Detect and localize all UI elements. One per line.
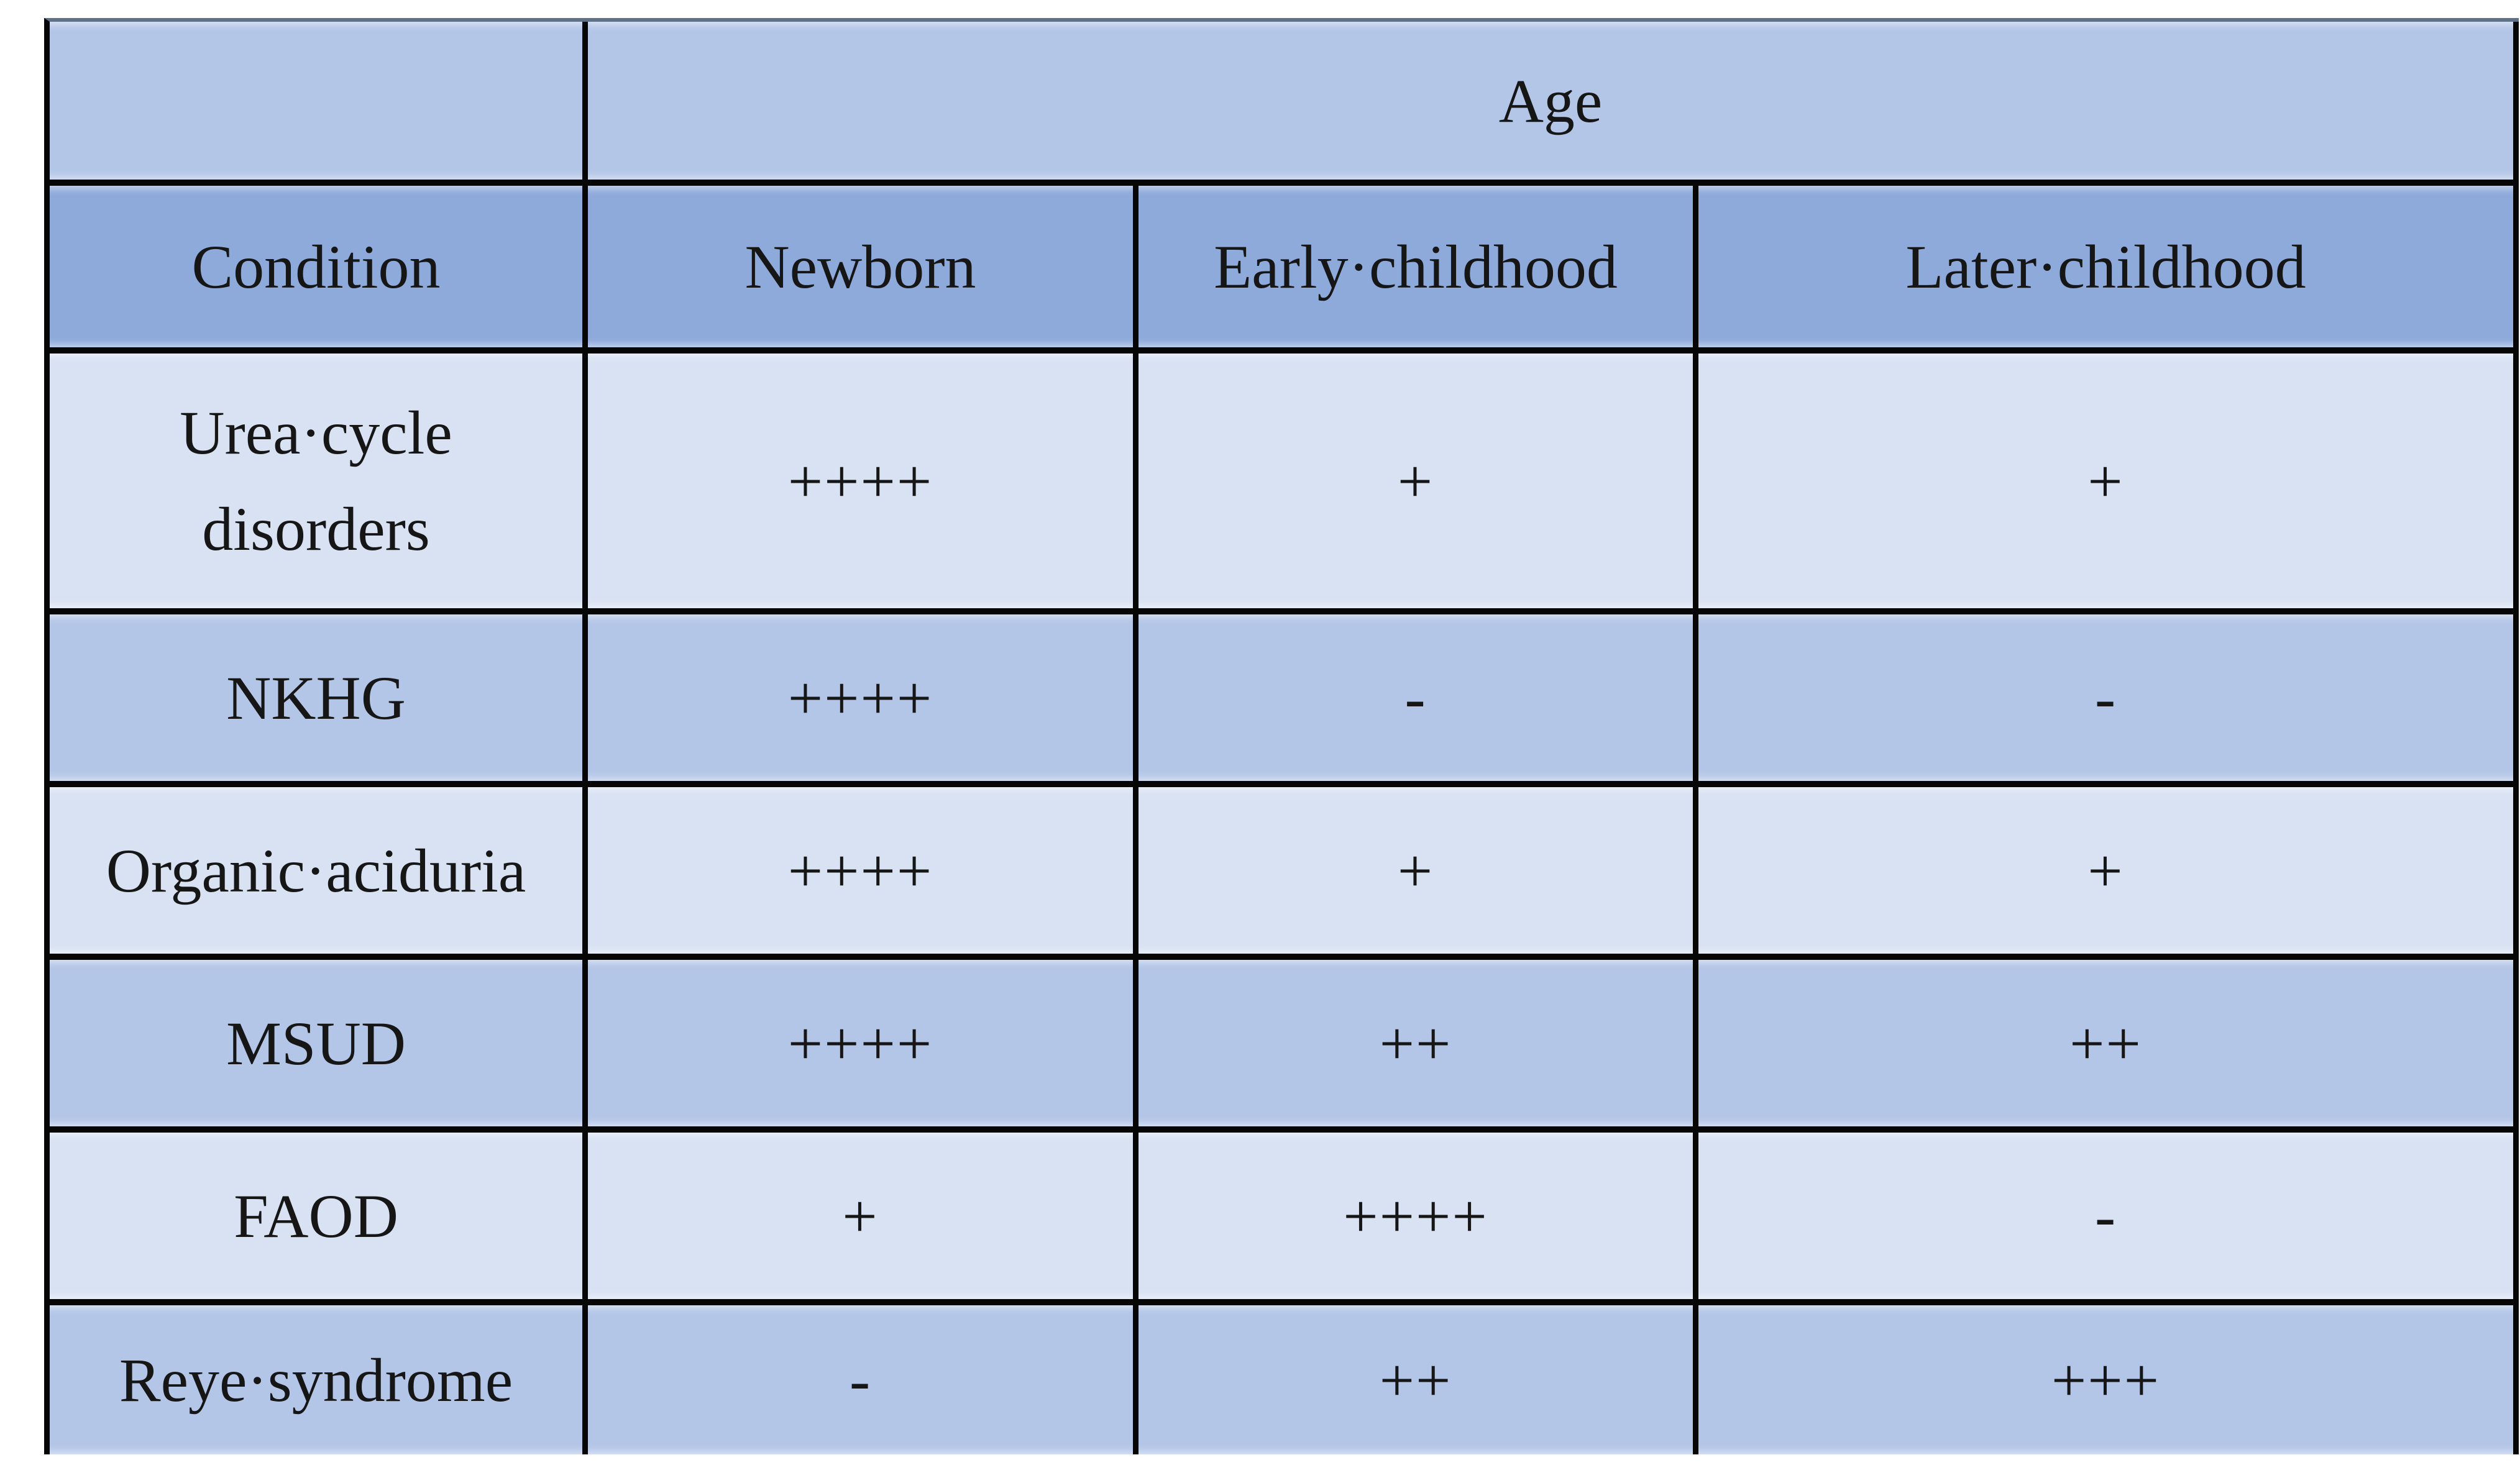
cell-organic-early-childhood: + [1139, 787, 1698, 960]
row-label-faod: FAOD [50, 1133, 588, 1305]
row-label-urea-cycle-disorders: Urea·cycle disorders [50, 354, 588, 614]
cell-reye-newborn: - [588, 1305, 1139, 1454]
row-label-organic-aciduria: Organic·aciduria [50, 787, 588, 960]
cell-organic-newborn: ++++ [588, 787, 1139, 960]
column-header-later-childhood: Later·childhood [1698, 186, 2519, 354]
cell-reye-later-childhood: +++ [1698, 1305, 2519, 1454]
cell-nkhg-later-childhood: - [1698, 614, 2519, 787]
symptom-onset-age-table: Age Condition Newborn Early·childhood La… [44, 18, 2519, 1454]
row-label-msud: MSUD [50, 960, 588, 1133]
cell-reye-early-childhood: ++ [1139, 1305, 1698, 1454]
cell-nkhg-newborn: ++++ [588, 614, 1139, 787]
cell-urea-early-childhood: + [1139, 354, 1698, 614]
cell-faod-later-childhood: - [1698, 1133, 2519, 1305]
corner-empty-cell [50, 22, 588, 186]
age-group-header: Age [588, 22, 2519, 186]
column-header-early-childhood: Early·childhood [1139, 186, 1698, 354]
cell-faod-newborn: + [588, 1133, 1139, 1305]
row-label-reye-syndrome: Reye·syndrome [50, 1305, 588, 1454]
column-header-condition: Condition [50, 186, 588, 354]
column-header-newborn: Newborn [588, 186, 1139, 354]
cell-organic-later-childhood: + [1698, 787, 2519, 960]
row-label-nkhg: NKHG [50, 614, 588, 787]
cell-faod-early-childhood: ++++ [1139, 1133, 1698, 1305]
cell-urea-later-childhood: + [1698, 354, 2519, 614]
cell-msud-early-childhood: ++ [1139, 960, 1698, 1133]
cell-msud-later-childhood: ++ [1698, 960, 2519, 1133]
cell-urea-newborn: ++++ [588, 354, 1139, 614]
cell-nkhg-early-childhood: - [1139, 614, 1698, 787]
cell-msud-newborn: ++++ [588, 960, 1139, 1133]
